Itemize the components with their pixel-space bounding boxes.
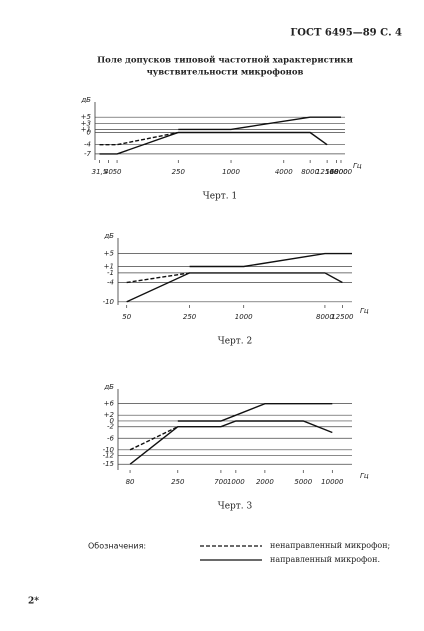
- x-axis-label: Гц: [353, 162, 362, 170]
- y-tick-label: -10: [103, 298, 115, 306]
- tolerance-line: [126, 272, 190, 284]
- y-tick-label: -4: [107, 279, 114, 287]
- x-tick-label: 10000: [321, 478, 344, 486]
- x-tick-label: 12500: [316, 168, 339, 176]
- y-tick-label: -6: [107, 434, 115, 442]
- y-tick-label: 0: [110, 417, 115, 425]
- x-tick-label: 5000: [294, 478, 312, 486]
- x-tick-label: 2000: [256, 478, 274, 486]
- x-tick-label: 700: [214, 478, 228, 486]
- x-tick-label: 1000: [227, 478, 245, 486]
- y-tick-label: +2: [104, 411, 115, 419]
- x-tick-label: 250: [183, 313, 197, 321]
- legend-label: ненаправленный микрофон;: [270, 541, 390, 550]
- x-tick-label: 16000: [325, 168, 348, 176]
- chart-caption: Черт. 1: [203, 192, 237, 202]
- x-tick-label: 1000: [222, 168, 240, 176]
- y-tick-label: +5: [104, 250, 115, 258]
- x-tick-label: 250: [171, 478, 185, 486]
- tolerance-line: [178, 116, 341, 131]
- y-tick-label: -1: [107, 269, 114, 277]
- tolerance-line: [99, 131, 179, 146]
- x-tick-label: 1000: [235, 313, 253, 321]
- tolerance-line: [129, 420, 333, 465]
- x-axis-label: Гц: [360, 307, 369, 315]
- x-axis-label: Гц: [360, 472, 369, 480]
- y-tick-label: 0: [87, 128, 92, 136]
- y-tick-label: +3: [81, 119, 91, 127]
- y-tick-label: +1: [104, 262, 114, 270]
- y-tick-label: -15: [103, 460, 115, 468]
- x-tick-label: 40: [104, 168, 113, 176]
- x-tick-label: 8000: [301, 168, 319, 176]
- title-line: Поле допусков типовой частотной характер…: [97, 55, 353, 66]
- page-header: ГОСТ 6495—89 С. 4: [290, 28, 402, 39]
- chart-caption: Черт. 3: [218, 502, 253, 512]
- y-tick-label: -2: [107, 423, 115, 431]
- x-tick-label: 18000: [330, 168, 353, 176]
- y-axis-label: дБ: [103, 232, 114, 240]
- tolerance-line: [129, 426, 179, 451]
- title-line: чувствительности микрофонов: [147, 68, 304, 78]
- chart-caption: Черт. 2: [218, 337, 252, 347]
- y-tick-label: +1: [81, 125, 91, 133]
- x-tick-label: 50: [122, 313, 131, 321]
- x-tick-label: 4000: [275, 168, 293, 176]
- y-tick-label: +6: [104, 400, 115, 408]
- page-number: 2*: [28, 597, 39, 607]
- tolerance-line: [189, 252, 352, 268]
- y-axis-label: дБ: [103, 383, 114, 391]
- y-tick-label: -10: [103, 446, 115, 454]
- legend-label: направленный микрофон.: [270, 555, 380, 564]
- legend-title: Обозначения:: [88, 542, 146, 551]
- x-tick-label: 8000: [316, 313, 334, 321]
- x-tick-label: 50: [113, 168, 122, 176]
- x-tick-label: 250: [172, 168, 186, 176]
- y-tick-label: -7: [84, 150, 92, 158]
- y-axis-label: дБ: [80, 96, 91, 104]
- tolerance-line: [126, 272, 343, 303]
- x-tick-label: 80: [126, 478, 135, 486]
- y-tick-label: -4: [84, 141, 91, 149]
- x-tick-label: 12500: [331, 313, 354, 321]
- tolerance-line: [99, 131, 328, 155]
- y-tick-label: -12: [103, 452, 115, 460]
- y-tick-label: +5: [81, 113, 92, 121]
- x-tick-label: 31,5: [92, 168, 108, 176]
- tolerance-line: [177, 403, 333, 422]
